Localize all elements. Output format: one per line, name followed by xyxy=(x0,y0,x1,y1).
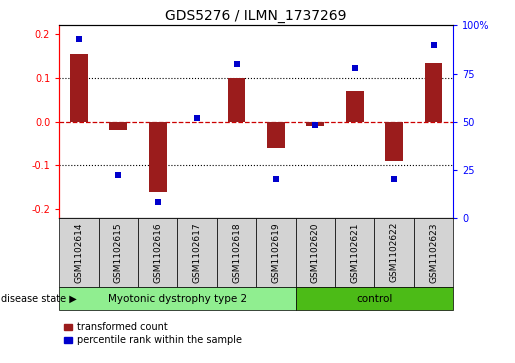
Bar xyxy=(374,218,414,287)
Text: disease state ▶: disease state ▶ xyxy=(1,294,77,303)
Text: GSM1102616: GSM1102616 xyxy=(153,222,162,283)
Bar xyxy=(177,218,217,287)
Bar xyxy=(99,218,138,287)
Bar xyxy=(228,78,245,122)
Bar xyxy=(70,54,88,122)
Text: GSM1102621: GSM1102621 xyxy=(350,222,359,282)
Bar xyxy=(335,218,374,287)
Text: Myotonic dystrophy type 2: Myotonic dystrophy type 2 xyxy=(108,294,247,303)
Bar xyxy=(59,218,99,287)
Bar xyxy=(267,122,285,148)
Bar xyxy=(59,287,296,310)
Bar xyxy=(346,91,364,122)
Text: GSM1102617: GSM1102617 xyxy=(193,222,201,283)
Bar xyxy=(306,122,324,126)
Text: GSM1102619: GSM1102619 xyxy=(271,222,280,283)
Bar xyxy=(425,62,442,122)
Bar xyxy=(149,122,166,192)
Bar xyxy=(256,218,296,287)
Bar xyxy=(217,218,256,287)
Text: GSM1102615: GSM1102615 xyxy=(114,222,123,283)
Title: GDS5276 / ILMN_1737269: GDS5276 / ILMN_1737269 xyxy=(165,9,347,23)
Bar xyxy=(138,218,177,287)
Text: GSM1102614: GSM1102614 xyxy=(75,222,83,282)
Bar xyxy=(414,218,453,287)
Text: GSM1102618: GSM1102618 xyxy=(232,222,241,283)
Legend: transformed count, percentile rank within the sample: transformed count, percentile rank withi… xyxy=(64,322,242,346)
Bar xyxy=(385,122,403,161)
Text: GSM1102620: GSM1102620 xyxy=(311,222,320,282)
Text: control: control xyxy=(356,294,392,303)
Bar xyxy=(296,218,335,287)
Text: GSM1102622: GSM1102622 xyxy=(390,222,399,282)
Bar xyxy=(296,287,453,310)
Bar xyxy=(110,122,127,130)
Text: GSM1102623: GSM1102623 xyxy=(429,222,438,282)
